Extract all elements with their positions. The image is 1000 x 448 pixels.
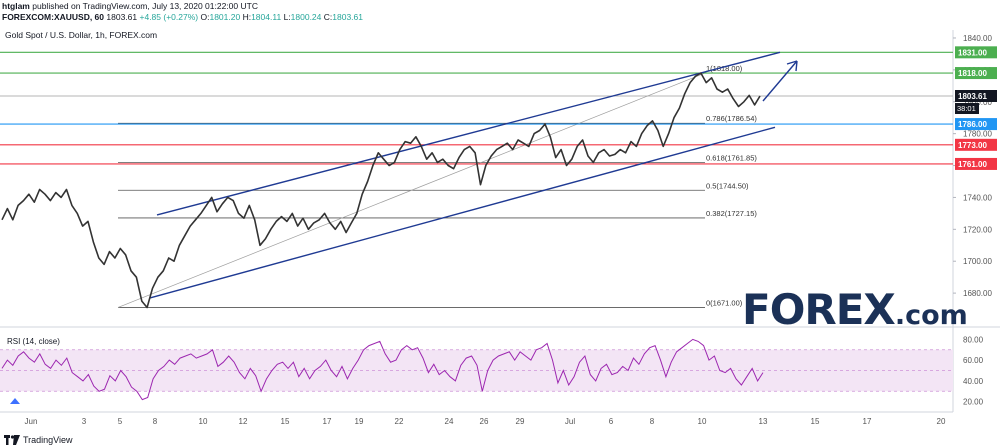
rsi-series-line[interactable] [1, 338, 764, 401]
ohlc-value: 1803.61 [332, 12, 363, 22]
rsi-label: RSI (14, close) [7, 337, 60, 346]
fib-trend-line [117, 72, 706, 308]
projection-arrowhead-icon [786, 60, 798, 72]
x-tick-label: 15 [281, 417, 290, 426]
fib-level-label: 0.786(1786.54) [706, 114, 757, 123]
x-tick-label: 10 [199, 417, 208, 426]
x-tick-label: 24 [445, 417, 454, 426]
x-tick-label: 22 [395, 417, 404, 426]
channel-lower-line [149, 126, 776, 299]
x-tick-label: 8 [650, 417, 655, 426]
rsi-y-tick-label: 80.00 [963, 335, 984, 344]
y-tick-label: 1840.00 [963, 34, 992, 43]
x-tick-label: 3 [82, 417, 87, 426]
x-tick-label: 13 [759, 417, 768, 426]
footer-brand: TradingView [23, 435, 73, 445]
publisher-line: htglam published on TradingView.com, Jul… [2, 1, 992, 12]
y-tick-label: 1740.00 [963, 193, 992, 202]
rsi-y-tick-label: 60.00 [963, 356, 984, 365]
x-tick-label: 17 [323, 417, 332, 426]
countdown-tag [955, 103, 979, 115]
ohlc-label: O: [200, 12, 210, 22]
x-tick-label: 15 [811, 417, 820, 426]
key-level-axis-label: 1818.00 [958, 69, 987, 78]
last-price: 1803.61 [106, 12, 138, 22]
key-level-axis-label: 1761.00 [958, 160, 987, 169]
x-tick-label: 17 [863, 417, 872, 426]
x-tick-label: 12 [239, 417, 248, 426]
chart-ribbon-icon[interactable] [10, 398, 20, 404]
key-level-axis-tag [955, 67, 997, 80]
x-tick-label: 10 [698, 417, 707, 426]
key-level-axis-tag [955, 138, 997, 151]
forex-watermark-logo: FOREX.com [742, 285, 968, 334]
tradingview-footer[interactable]: TradingView [4, 433, 73, 447]
x-tick-label: 19 [355, 417, 364, 426]
ohlc-item: C:1803.61 [324, 12, 363, 22]
x-tick-label: 20 [937, 417, 946, 426]
price-pane[interactable] [0, 30, 953, 325]
x-tick-label: Jun [25, 417, 38, 426]
ohlc-label: L: [283, 12, 291, 22]
price-change: +4.85 (+0.27%) [139, 12, 199, 22]
price-series-line[interactable] [1, 72, 761, 309]
key-level-axis-tag [955, 118, 997, 131]
key-level-axis-tag [955, 46, 997, 59]
key-level-axis-label: 1831.00 [958, 48, 987, 57]
published-text: published on TradingView.com, July 13, 2… [32, 1, 258, 11]
key-level-axis-label: 1773.00 [958, 141, 987, 150]
x-tick-label: 6 [609, 417, 614, 426]
y-tick-label: 1700.00 [963, 257, 992, 266]
ohlc-value: 1804.11 [251, 12, 282, 22]
countdown-label: 38:01 [957, 104, 976, 113]
x-tick-label: 5 [118, 417, 123, 426]
y-tick-label: 1680.00 [963, 289, 992, 298]
key-level-axis-tag [955, 157, 997, 170]
key-level-axis-label: 1786.00 [958, 120, 987, 129]
chart-title: Gold Spot / U.S. Dollar, 1h, FOREX.com [5, 30, 157, 40]
ohlc-label: C: [323, 12, 333, 22]
ohlc-item: L:1800.24 [284, 12, 322, 22]
chart-header: htglam published on TradingView.com, Jul… [2, 1, 992, 23]
publisher-user[interactable]: htglam [2, 1, 30, 11]
fib-level-label: 0.5(1744.50) [706, 181, 749, 190]
projection-arrow-line [762, 60, 798, 102]
ohlc-item: H:1804.11 [243, 12, 282, 22]
ohlc-value: 1801.20 [209, 12, 241, 22]
x-tick-label: 29 [516, 417, 525, 426]
y-tick-label: 1720.00 [963, 225, 992, 234]
fib-level-label: 0(1671.00) [706, 298, 743, 307]
symbol-name[interactable]: FOREXCOM:XAUUSD, 60 [2, 12, 105, 22]
fib-level-label: 0.618(1761.85) [706, 154, 757, 163]
y-tick-label: 1780.00 [963, 130, 992, 139]
tradingview-logo-icon [4, 435, 20, 445]
fib-level-label: 0.382(1727.15) [706, 209, 757, 218]
watermark-suffix: .com [894, 300, 968, 331]
symbol-line: FOREXCOM:XAUUSD, 60 1803.61 +4.85 (+0.27… [2, 12, 992, 23]
watermark-brand: FOREX [742, 285, 896, 334]
fib-level-label: 1(1818.00) [706, 64, 743, 73]
x-tick-label: 8 [153, 417, 158, 426]
rsi-y-tick-label: 20.00 [963, 398, 984, 407]
x-tick-label: Jul [565, 417, 575, 426]
y-tick-label: 1800.00 [963, 98, 992, 107]
ohlc-item: O:1801.20 [200, 12, 240, 22]
current-price-tag [955, 90, 997, 103]
ohlc-value: 1800.24 [290, 12, 322, 22]
current-price-label: 1803.61 [958, 92, 987, 101]
channel-upper-line [156, 51, 781, 216]
rsi-y-tick-label: 40.00 [963, 377, 984, 386]
ohlc-values: O:1801.20 H:1804.11 L:1800.24 C:1803.61 [200, 12, 363, 22]
ohlc-label: H: [242, 12, 252, 22]
x-tick-label: 26 [480, 417, 489, 426]
